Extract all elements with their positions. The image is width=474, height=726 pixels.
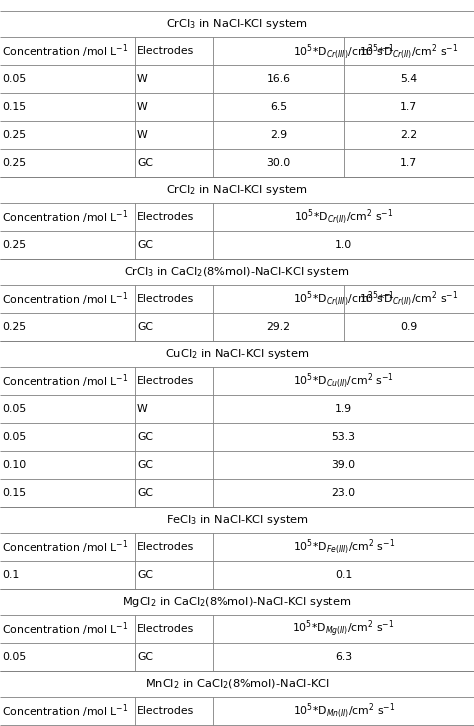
Text: 0.25: 0.25 [2,322,26,332]
Text: W: W [137,404,148,414]
Text: W: W [137,102,148,112]
Text: 0.15: 0.15 [2,488,26,498]
Text: CuCl$_2$ in NaCl-KCl system: CuCl$_2$ in NaCl-KCl system [165,347,309,361]
Text: 39.0: 39.0 [332,460,356,470]
Text: CrCl$_3$ in NaCl-KCl system: CrCl$_3$ in NaCl-KCl system [166,17,308,31]
Text: Electrodes: Electrodes [137,212,194,222]
Text: 0.1: 0.1 [335,570,352,580]
Text: FeCl$_3$ in NaCl-KCl system: FeCl$_3$ in NaCl-KCl system [165,513,309,527]
Text: 0.25: 0.25 [2,130,26,140]
Text: 0.25: 0.25 [2,158,26,168]
Text: Electrodes: Electrodes [137,706,194,716]
Text: 6.5: 6.5 [270,102,287,112]
Text: GC: GC [137,570,153,580]
Text: W: W [137,74,148,84]
Text: 53.3: 53.3 [332,432,356,442]
Text: 1.0: 1.0 [335,240,352,250]
Text: GC: GC [137,488,153,498]
Text: GC: GC [137,158,153,168]
Text: GC: GC [137,432,153,442]
Text: W: W [137,130,148,140]
Text: MnCl$_2$ in CaCl$_2$(8%mol)-NaCl-KCl: MnCl$_2$ in CaCl$_2$(8%mol)-NaCl-KCl [145,677,329,690]
Text: 6.3: 6.3 [335,652,352,662]
Text: 0.10: 0.10 [2,460,26,470]
Text: 0.05: 0.05 [2,404,26,414]
Text: 10$^5$*D$_{Cr(II)}$/cm$^2$ s$^{-1}$: 10$^5$*D$_{Cr(II)}$/cm$^2$ s$^{-1}$ [294,208,393,227]
Text: 16.6: 16.6 [266,74,291,84]
Text: 30.0: 30.0 [266,158,291,168]
Text: Concentration /mol L$^{-1}$: Concentration /mol L$^{-1}$ [2,290,128,308]
Text: CrCl$_3$ in CaCl$_2$(8%mol)-NaCl-KCl system: CrCl$_3$ in CaCl$_2$(8%mol)-NaCl-KCl sys… [125,265,349,279]
Text: Electrodes: Electrodes [137,376,194,386]
Text: Electrodes: Electrodes [137,46,194,56]
Text: Electrodes: Electrodes [137,294,194,304]
Text: 5.4: 5.4 [400,74,418,84]
Text: GC: GC [137,240,153,250]
Text: 0.05: 0.05 [2,432,26,442]
Text: Concentration /mol L$^{-1}$: Concentration /mol L$^{-1}$ [2,702,128,719]
Text: 23.0: 23.0 [332,488,356,498]
Text: 29.2: 29.2 [266,322,291,332]
Text: Concentration /mol L$^{-1}$: Concentration /mol L$^{-1}$ [2,620,128,637]
Text: Concentration /mol L$^{-1}$: Concentration /mol L$^{-1}$ [2,208,128,226]
Text: 10$^5$*D$_{Cu(II)}$/cm$^2$ s$^{-1}$: 10$^5$*D$_{Cu(II)}$/cm$^2$ s$^{-1}$ [293,372,394,391]
Text: GC: GC [137,460,153,470]
Text: 1.7: 1.7 [400,102,418,112]
Text: 10$^5$*D$_{Cr(III)}$/cm$^2$ s$^{-1}$: 10$^5$*D$_{Cr(III)}$/cm$^2$ s$^{-1}$ [293,41,394,60]
Text: 2.2: 2.2 [400,130,418,140]
Text: 0.05: 0.05 [2,652,26,662]
Text: GC: GC [137,322,153,332]
Text: Concentration /mol L$^{-1}$: Concentration /mol L$^{-1}$ [2,538,128,555]
Text: 0.05: 0.05 [2,74,26,84]
Text: 2.9: 2.9 [270,130,287,140]
Text: 0.15: 0.15 [2,102,26,112]
Text: 10$^5$*D$_{Fe(III)}$/cm$^2$ s$^{-1}$: 10$^5$*D$_{Fe(III)}$/cm$^2$ s$^{-1}$ [292,537,395,556]
Text: 0.25: 0.25 [2,240,26,250]
Text: 10$^5$*D$_{Mg(II)}$/cm$^2$ s$^{-1}$: 10$^5$*D$_{Mg(II)}$/cm$^2$ s$^{-1}$ [292,619,395,640]
Text: GC: GC [137,652,153,662]
Text: Concentration /mol L$^{-1}$: Concentration /mol L$^{-1}$ [2,42,128,60]
Text: 10$^5$*D$_{Cr(II)}$/cm$^2$ s$^{-1}$: 10$^5$*D$_{Cr(II)}$/cm$^2$ s$^{-1}$ [359,290,458,309]
Text: 10$^5$*D$_{Cr(III)}$/cm$^2$ s$^{-1}$: 10$^5$*D$_{Cr(III)}$/cm$^2$ s$^{-1}$ [293,290,394,309]
Text: 0.9: 0.9 [400,322,418,332]
Text: 1.9: 1.9 [335,404,352,414]
Text: 10$^5$*D$_{Cr(II)}$/cm$^2$ s$^{-1}$: 10$^5$*D$_{Cr(II)}$/cm$^2$ s$^{-1}$ [359,41,458,60]
Text: CrCl$_2$ in NaCl-KCl system: CrCl$_2$ in NaCl-KCl system [166,183,308,197]
Text: 0.1: 0.1 [2,570,19,580]
Text: Electrodes: Electrodes [137,624,194,634]
Text: 1.7: 1.7 [400,158,418,168]
Text: MgCl$_2$ in CaCl$_2$(8%mol)-NaCl-KCl system: MgCl$_2$ in CaCl$_2$(8%mol)-NaCl-KCl sys… [122,595,352,609]
Text: Electrodes: Electrodes [137,542,194,552]
Text: 10$^5$*D$_{Mn(II)}$/cm$^2$ s$^{-1}$: 10$^5$*D$_{Mn(II)}$/cm$^2$ s$^{-1}$ [292,701,395,720]
Text: Concentration /mol L$^{-1}$: Concentration /mol L$^{-1}$ [2,372,128,390]
